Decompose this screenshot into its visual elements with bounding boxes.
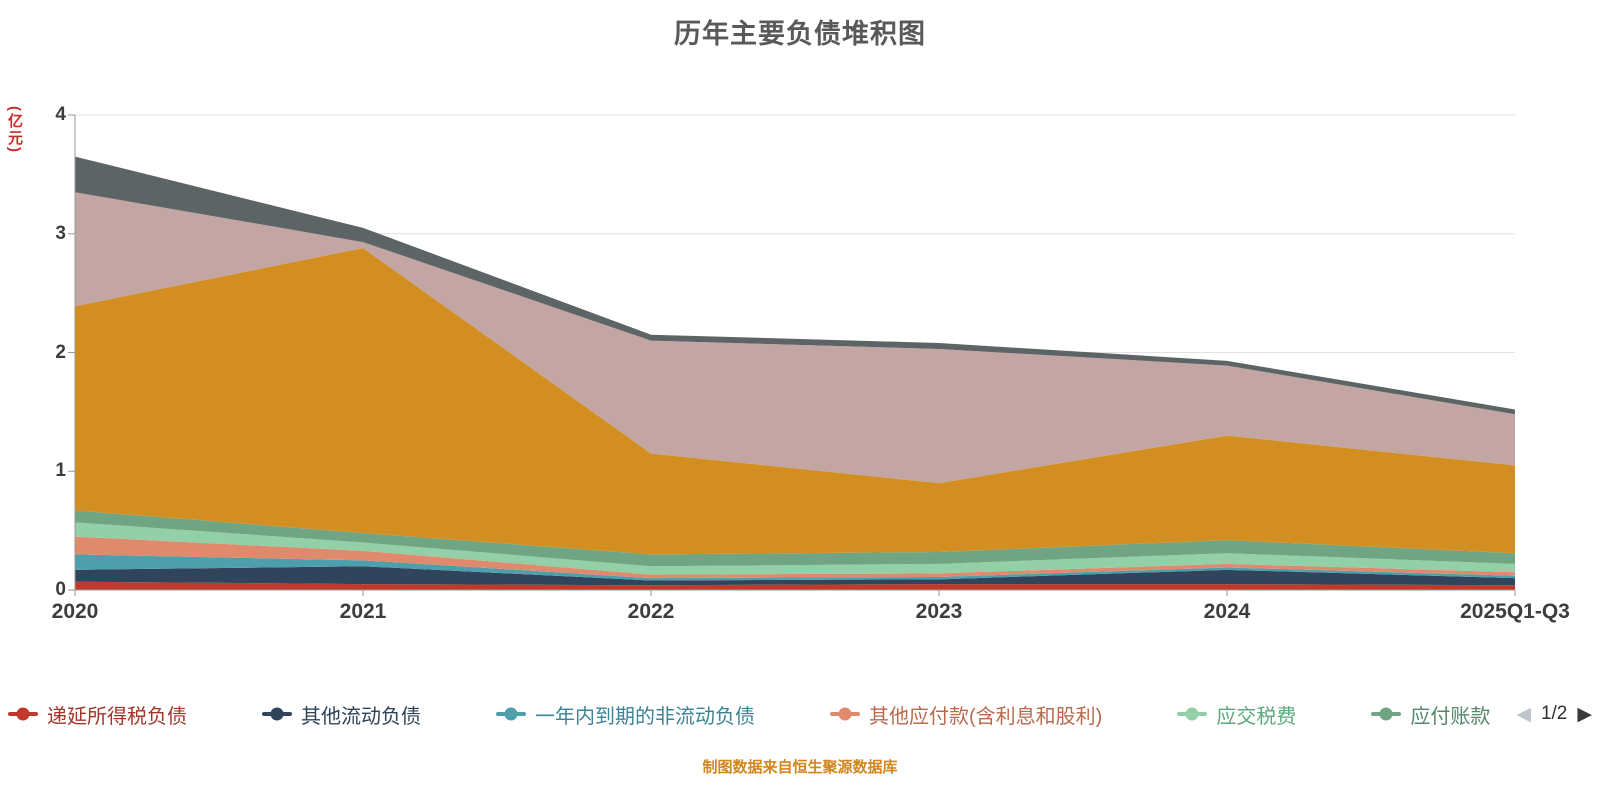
legend-marker-icon (496, 707, 526, 721)
legend: 递延所得税负债 其他流动负债 一年内到期的非流动负债 其他应付款(含利息和股利) 应交税… (8, 694, 1592, 734)
legend-item-list: 递延所得税负债 其他流动负债 一年内到期的非流动负债 其他应付款(含利息和股利) 应交税… (8, 700, 1490, 729)
legend-item-label: 递延所得税负债 (47, 705, 187, 728)
legend-page-indicator: 1/2 (1540, 703, 1568, 724)
area-series-4[interactable] (75, 536, 1515, 579)
area-series-2[interactable] (75, 566, 1515, 586)
x-axis-tick-label: 2020 (51, 600, 99, 623)
legend-marker-icon (262, 707, 292, 721)
legend-pager: ◀ 1/2 ▶ (1516, 703, 1592, 725)
legend-item-4[interactable]: 其他应付款(含利息和股利) (830, 700, 1102, 729)
legend-marker-dot-icon (1379, 707, 1393, 721)
x-axis-tick-label: 2025Q1-Q3 (1460, 600, 1570, 623)
legend-item-label: 一年内到期的非流动负债 (535, 705, 755, 728)
legend-marker-dot-icon (270, 707, 284, 721)
area-series-9[interactable] (75, 156, 1515, 415)
legend-item-label: 应交税费 (1216, 705, 1297, 728)
legend-marker-dot-icon (16, 707, 30, 721)
stacked-area-plot[interactable] (0, 0, 1600, 660)
area-series-6[interactable] (75, 510, 1515, 567)
y-axis-tick-label: 1 (55, 460, 66, 482)
y-axis-tick-label: 4 (55, 104, 66, 125)
area-series-7[interactable] (75, 248, 1515, 555)
legend-item-2[interactable]: 其他流动负债 (262, 700, 421, 729)
legend-item-1[interactable]: 递延所得税负债 (8, 700, 187, 729)
legend-marker-icon (830, 707, 860, 721)
x-axis-tick-label: 2023 (915, 600, 963, 623)
legend-item-label: 其他流动负债 (301, 705, 421, 728)
y-axis-tick-label: 3 (55, 222, 66, 244)
legend-marker-icon (1177, 707, 1208, 721)
area-series-8[interactable] (75, 192, 1515, 484)
legend-marker-icon (8, 707, 38, 721)
x-axis-tick-label: 2022 (627, 600, 675, 623)
y-axis-tick-label: 2 (55, 341, 66, 363)
chart-title: 历年主要负债堆积图 (674, 19, 926, 49)
legend-item-6[interactable]: 应付账款 (1371, 700, 1490, 729)
legend-item-5[interactable]: 应交税费 (1177, 700, 1296, 729)
legend-item-label: 应付账款 (1410, 705, 1491, 728)
x-axis-tick-label: 2024 (1203, 600, 1251, 623)
legend-item-3[interactable]: 一年内到期的非流动负债 (496, 700, 755, 729)
legend-prev-icon[interactable]: ◀ (1516, 703, 1531, 725)
x-axis-tick-label: 2021 (339, 600, 387, 623)
legend-marker-dot-icon (838, 707, 852, 721)
legend-marker-dot-icon (504, 707, 518, 721)
y-axis-tick-label: 0 (55, 579, 66, 600)
legend-item-label: 其他应付款(含利息和股利) (869, 705, 1103, 728)
area-series-5[interactable] (75, 522, 1515, 575)
legend-next-icon[interactable]: ▶ (1577, 703, 1592, 725)
area-series-1[interactable] (75, 581, 1515, 590)
legend-marker-dot-icon (1185, 707, 1199, 721)
legend-marker-icon (1371, 707, 1402, 721)
data-source-note: 制图数据来自恒生聚源数据库 (702, 759, 898, 776)
y-axis-unit-label: (亿元) (6, 106, 23, 154)
